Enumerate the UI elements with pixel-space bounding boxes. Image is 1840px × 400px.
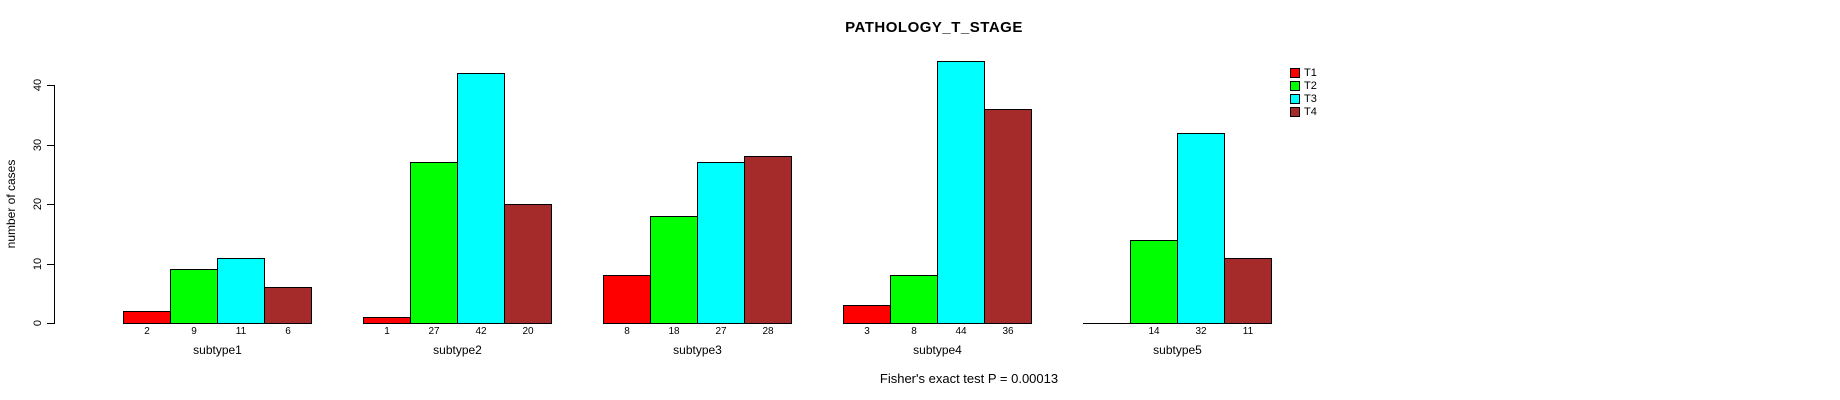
y-axis-tick bbox=[47, 204, 54, 205]
bar-subtype1-T3 bbox=[217, 258, 265, 324]
bar-value-label-subtype5-T3: 32 bbox=[1195, 326, 1207, 337]
bar-subtype5-T3 bbox=[1177, 133, 1225, 324]
bar-value-label-subtype1-T3: 11 bbox=[235, 326, 247, 337]
legend-item-T3: T3 bbox=[1290, 93, 1330, 106]
bar-subtype1-T4 bbox=[264, 287, 312, 324]
category-label-subtype3: subtype3 bbox=[673, 343, 722, 357]
category-label-subtype4: subtype4 bbox=[913, 343, 962, 357]
bar-subtype2-T2 bbox=[410, 162, 458, 324]
bar-value-label-subtype4-T4: 36 bbox=[1002, 326, 1014, 337]
bar-value-label-subtype5-T4: 11 bbox=[1242, 326, 1254, 337]
bar-subtype3-T4 bbox=[744, 156, 792, 324]
legend-swatch-T2 bbox=[1290, 81, 1300, 91]
bar-value-label-subtype4-T3: 44 bbox=[955, 326, 967, 337]
bar-value-label-subtype5-T2: 14 bbox=[1148, 326, 1160, 337]
legend-item-T4: T4 bbox=[1290, 106, 1330, 119]
legend-swatch-T3 bbox=[1290, 94, 1300, 104]
bar-subtype1-T1 bbox=[123, 311, 171, 324]
y-axis-tick-label: 20 bbox=[32, 197, 44, 211]
bar-subtype2-T3 bbox=[457, 73, 505, 324]
bar-subtype3-T1 bbox=[603, 275, 651, 324]
legend-label-T1: T1 bbox=[1304, 67, 1317, 79]
bar-subtype4-T2 bbox=[890, 275, 938, 324]
bar-subtype4-T1 bbox=[843, 305, 891, 324]
y-axis-tick bbox=[47, 264, 54, 265]
bar-value-label-subtype3-T1: 8 bbox=[624, 326, 630, 337]
fisher-test-annotation: Fisher's exact test P = 0.00013 bbox=[879, 371, 1059, 386]
y-axis-tick bbox=[47, 323, 54, 324]
y-axis-tick-label: 0 bbox=[32, 319, 44, 327]
category-label-subtype5: subtype5 bbox=[1153, 343, 1202, 357]
legend-label-T2: T2 bbox=[1304, 80, 1317, 92]
bar-subtype1-T2 bbox=[170, 269, 218, 324]
category-label-subtype1: subtype1 bbox=[193, 343, 242, 357]
bar-subtype4-T3 bbox=[937, 61, 985, 324]
legend-item-T1: T1 bbox=[1290, 67, 1330, 80]
bar-value-label-subtype1-T4: 6 bbox=[285, 326, 291, 337]
bar-value-label-subtype3-T2: 18 bbox=[668, 326, 680, 337]
bar-value-label-subtype2-T3: 42 bbox=[475, 326, 487, 337]
bar-subtype5-T2 bbox=[1130, 240, 1178, 324]
y-axis-tick-label: 30 bbox=[32, 138, 44, 152]
chart-title: PATHOLOGY_T_STAGE bbox=[845, 19, 1023, 36]
y-axis-tick bbox=[47, 145, 54, 146]
y-axis-line bbox=[54, 85, 55, 324]
bar-value-label-subtype4-T1: 3 bbox=[864, 326, 870, 337]
legend-label-T4: T4 bbox=[1304, 106, 1317, 118]
bar-subtype2-T1 bbox=[363, 317, 411, 324]
bar-value-label-subtype1-T1: 2 bbox=[144, 326, 150, 337]
category-label-subtype2: subtype2 bbox=[433, 343, 482, 357]
bar-subtype2-T4 bbox=[504, 204, 552, 324]
bar-value-label-subtype2-T1: 1 bbox=[384, 326, 390, 337]
bar-subtype4-T4 bbox=[984, 109, 1032, 324]
legend-label-T3: T3 bbox=[1304, 93, 1317, 105]
bar-subtype5-T4 bbox=[1224, 258, 1272, 324]
bar-value-label-subtype3-T3: 27 bbox=[715, 326, 727, 337]
bar-value-label-subtype2-T2: 27 bbox=[428, 326, 440, 337]
y-axis-tick-label: 10 bbox=[32, 257, 44, 271]
legend-swatch-T1 bbox=[1290, 68, 1300, 78]
bar-subtype3-T3 bbox=[697, 162, 745, 324]
y-axis-tick bbox=[47, 85, 54, 86]
bar-value-label-subtype2-T4: 20 bbox=[522, 326, 534, 337]
legend-item-T2: T2 bbox=[1290, 80, 1330, 93]
bar-value-label-subtype1-T2: 9 bbox=[191, 326, 197, 337]
y-axis-label: number of cases bbox=[4, 159, 18, 249]
bar-value-label-subtype3-T4: 28 bbox=[762, 326, 774, 337]
legend-swatch-T4 bbox=[1290, 107, 1300, 117]
bar-value-label-subtype4-T2: 8 bbox=[911, 326, 917, 337]
y-axis-tick-label: 40 bbox=[32, 78, 44, 92]
bar-subtype3-T2 bbox=[650, 216, 698, 324]
